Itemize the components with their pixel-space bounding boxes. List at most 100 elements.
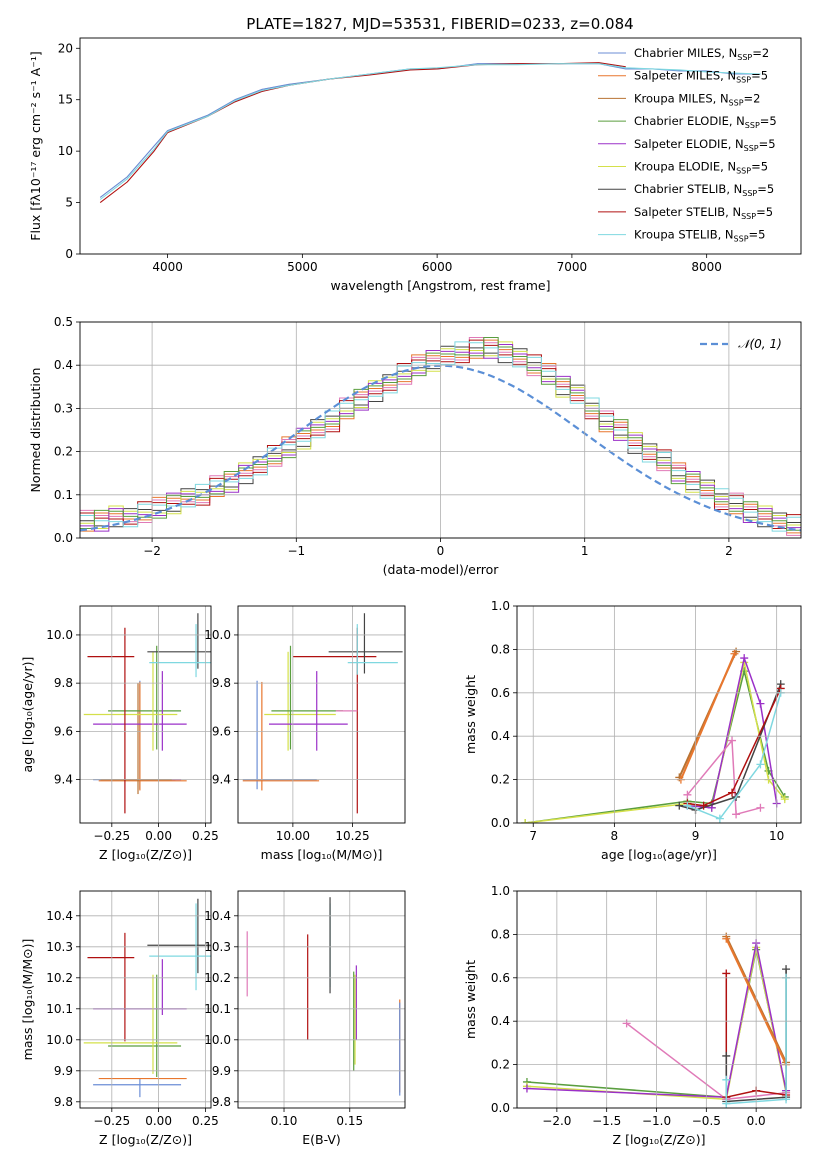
age-vs-Z-ytick-label: 9.8 <box>54 676 73 690</box>
weight-vs-age-marker <box>780 795 789 804</box>
spectrum-ylabel: Flux [fλ10⁻¹⁷ erg cm⁻² s⁻¹ A⁻¹] <box>28 51 43 240</box>
weight-vs-Z-axes-border <box>516 890 802 1109</box>
weight-vs-age-ytick-label: 0.0 <box>491 816 510 830</box>
residuals-ylabel: Normed distribution <box>28 368 43 493</box>
spectrum-axes-border <box>79 37 802 255</box>
weight-vs-age-xlabel: age [log₁₀(age/yr)] <box>601 847 717 862</box>
mass-vs-ebv-xtick-label: 0.10 <box>271 1114 298 1128</box>
weight-vs-Z-marker <box>782 965 791 974</box>
spectrum-xtick-label: 7000 <box>557 260 588 274</box>
residuals-ytick-label: 0.0 <box>54 531 73 545</box>
age-vs-Z-xlabel: Z [log₁₀(Z/Z⊙)] <box>99 847 192 862</box>
age-vs-Z-panel: −0.25 0.00 0.25 9.4 9.6 9.8 10.0 Z [log₁₀(Z/Z⊙)… <box>20 605 219 862</box>
weight-vs-age-ytick-label: 0.8 <box>491 642 510 656</box>
spectrum-xtick-label: 4000 <box>152 260 183 274</box>
spectrum-line-chabrier-miles <box>99 63 761 198</box>
weight-vs-age-series-line <box>679 653 736 780</box>
spectrum-panel: 4000 5000 6000 7000 8000 0 5 10 15 20 wavelength [… <box>28 37 802 293</box>
age-vs-mass-plot-area <box>242 613 403 814</box>
age-vs-mass-xtick-label: 10.25 <box>335 829 369 843</box>
weight-vs-Z-ytick-label: 0.4 <box>491 1014 510 1028</box>
weight-vs-Z-xtick-label: −1.0 <box>642 1114 671 1128</box>
mass-vs-ebv-ytick-label: 10.0 <box>204 1033 231 1047</box>
weight-vs-Z-marker <box>522 1084 531 1093</box>
weight-vs-Z-ytick-label: 0.0 <box>491 1101 510 1115</box>
residuals-xtick-label: 1 <box>581 544 589 558</box>
weight-vs-age-marker <box>756 699 765 708</box>
age-vs-Z-plot-area <box>83 613 211 814</box>
age-vs-Z-axes-border <box>79 605 212 824</box>
spectrum-ytick-label: 5 <box>65 196 73 210</box>
weight-vs-Z-marker <box>782 1095 791 1104</box>
weight-vs-age-xtick-label: 9 <box>692 829 700 843</box>
weight-vs-age-series-line <box>525 670 786 823</box>
spectrum-legend-label: Salpeter STELIB, NSSP=5 <box>634 205 773 221</box>
spectrum-xtick-label: 5000 <box>287 260 318 274</box>
weight-vs-Z-marker <box>722 1099 731 1108</box>
mass-vs-ebv-ytick-label: 10.2 <box>204 971 231 985</box>
spectrum-legend-label: Chabrier MILES, NSSP=2 <box>634 46 769 62</box>
spectrum-legend-label: Kroupa MILES, NSSP=2 <box>634 91 760 107</box>
weight-vs-age-marker <box>521 819 530 823</box>
mass-vs-ebv-axes-border <box>237 890 406 1109</box>
weight-vs-age-xtick-label: 7 <box>529 829 537 843</box>
weight-vs-age-marker <box>728 736 737 745</box>
weight-vs-age-marker <box>715 814 724 823</box>
age-vs-Z-ytick-label: 9.4 <box>54 773 73 787</box>
weight-vs-age-marker <box>756 803 765 812</box>
mass-vs-ebv-xlabel: E(B-V) <box>302 1132 341 1147</box>
mass-vs-Z-ytick-label: 10.3 <box>46 940 73 954</box>
weight-vs-age-xtick-label: 8 <box>611 829 619 843</box>
weight-vs-Z-marker <box>722 934 731 943</box>
weight-vs-age-ytick-label: 1.0 <box>491 599 510 613</box>
weight-vs-age-ytick-label: 0.2 <box>491 773 510 787</box>
age-vs-Z-ytick-label: 9.6 <box>54 724 73 738</box>
residuals-ytick-label: 0.4 <box>54 358 73 372</box>
mass-vs-Z-xtick-label: −0.25 <box>93 1114 130 1128</box>
weight-vs-age-series-line <box>686 739 761 816</box>
weight-vs-Z-ytick-label: 0.2 <box>491 1058 510 1072</box>
spectrum-legend-label: Chabrier ELODIE, NSSP=5 <box>634 114 777 130</box>
spectrum-plot-area <box>99 62 761 204</box>
spectrum-ytick-label: 20 <box>58 41 73 55</box>
mass-vs-ebv-ytick-label: 10.1 <box>204 1002 231 1016</box>
weight-vs-age-series-line <box>525 661 786 823</box>
residuals-ytick-label: 0.3 <box>54 401 73 415</box>
age-vs-mass-panel: 10.00 10.25 9.4 9.6 9.8 10.0 mass [log₁₀(M/M⊙)… <box>204 605 406 862</box>
weight-vs-Z-ytick-label: 0.8 <box>491 927 510 941</box>
spectrum-legend-label: Chabrier STELIB, NSSP=5 <box>634 182 774 198</box>
age-vs-mass-axes-border <box>237 605 406 824</box>
weight-vs-Z-marker <box>722 969 731 978</box>
weight-vs-Z-xtick-label: −2.0 <box>542 1114 571 1128</box>
weight-vs-Z-ylabel: mass weight <box>463 960 478 1039</box>
age-vs-mass-ytick-label: 9.4 <box>212 773 231 787</box>
age-vs-mass-ytick-label: 10.0 <box>204 628 231 642</box>
weight-vs-age-xtick-label: 10 <box>769 829 784 843</box>
weight-vs-age-ytick-label: 0.6 <box>491 686 510 700</box>
weight-vs-age-ylabel: mass weight <box>463 675 478 754</box>
age-vs-mass-xtick-label: 10.00 <box>276 829 310 843</box>
figure-title: PLATE=1827, MJD=53531, FIBERID=0233, z=0… <box>246 15 633 33</box>
weight-vs-Z-series-line <box>526 942 787 1098</box>
weight-vs-age-panel: 7 8 9 10 0.0 0.2 0.4 0.6 0.8 1.0 age [log₁₀(age/yr… <box>463 599 802 862</box>
mass-vs-ebv-ytick-label: 10.3 <box>204 940 231 954</box>
weight-vs-age-series-line <box>687 692 782 820</box>
spectrum-legend-label: Kroupa STELIB, NSSP=5 <box>634 228 765 244</box>
mass-vs-ebv-xtick-label: 0.15 <box>336 1114 363 1128</box>
age-vs-Z-ylabel: age [log₁₀(age/yr)] <box>20 657 35 773</box>
age-vs-Z-xtick-label: 0.25 <box>192 829 219 843</box>
residuals-xtick-label: 2 <box>725 544 733 558</box>
residuals-ytick-label: 0.2 <box>54 445 73 459</box>
mass-vs-Z-xtick-label: 0.25 <box>192 1114 219 1128</box>
weight-vs-age-axes-border <box>516 605 802 824</box>
spectrum-xlabel: wavelength [Angstrom, rest frame] <box>330 278 550 293</box>
weight-vs-age-marker <box>683 801 692 810</box>
weight-vs-Z-ytick-label: 0.6 <box>491 971 510 985</box>
weight-vs-Z-series-line <box>725 973 787 1098</box>
age-vs-Z-ytick-label: 10.0 <box>46 628 73 642</box>
mass-vs-Z-xtick-label: 0.00 <box>145 1114 172 1128</box>
weight-vs-age-marker <box>683 790 692 799</box>
age-vs-Z-xtick-label: −0.25 <box>93 829 130 843</box>
mass-vs-Z-ytick-label: 9.9 <box>54 1064 73 1078</box>
weight-vs-Z-marker <box>722 1075 731 1084</box>
